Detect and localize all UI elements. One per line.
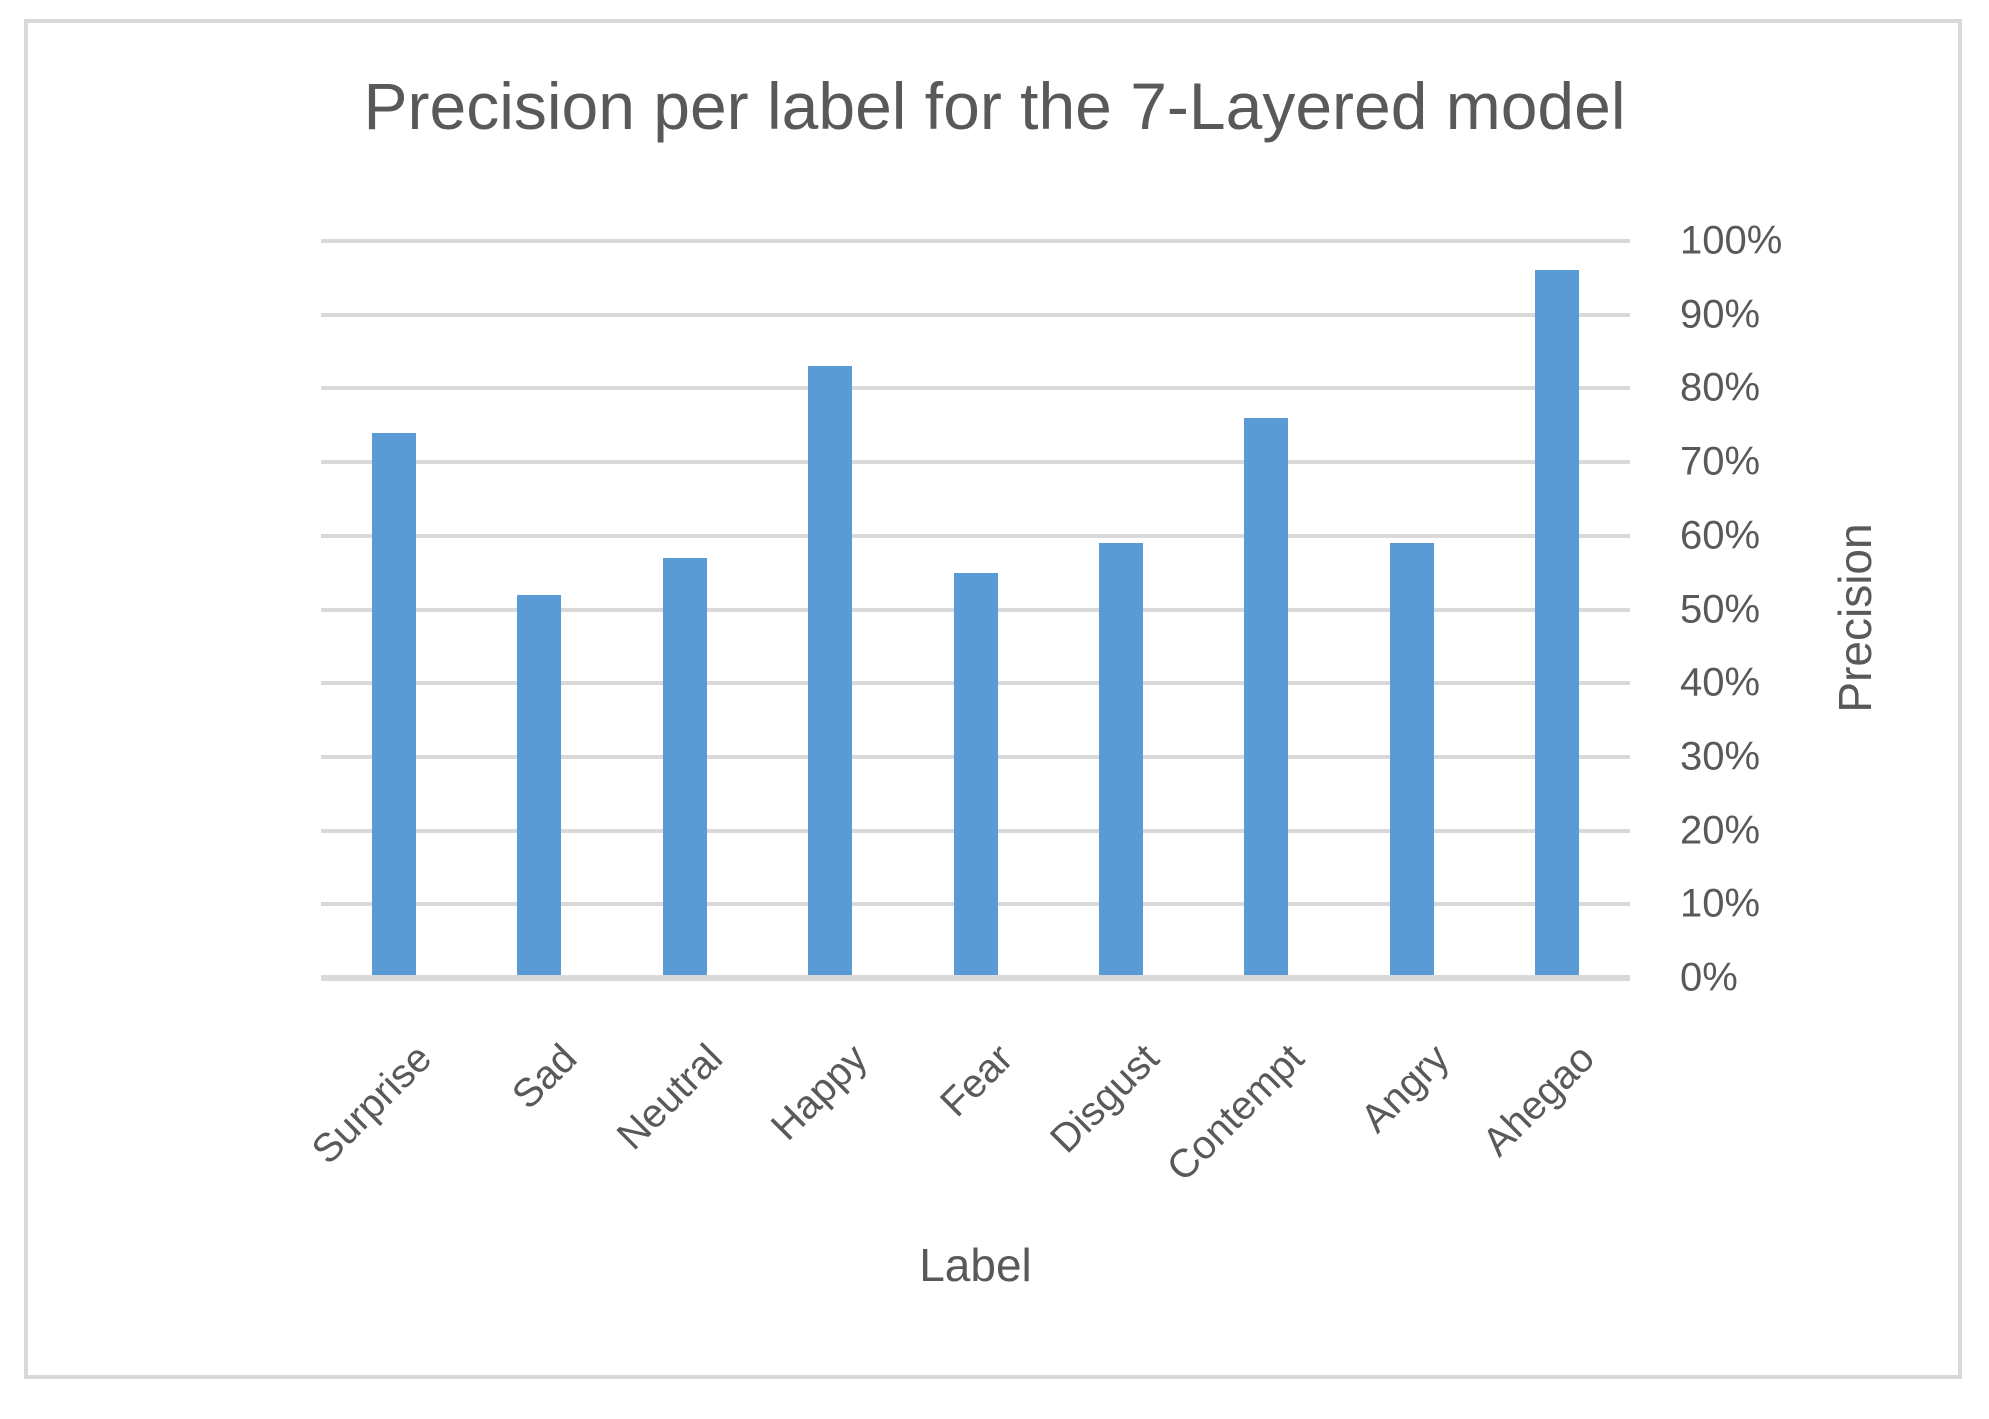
bar-contempt: [1244, 417, 1289, 978]
x-axis-title: Label: [919, 1239, 1032, 1291]
plot-area: [321, 239, 1630, 981]
gridline-100: [321, 239, 1630, 243]
bar-fear: [953, 572, 998, 978]
gridline-80: [321, 386, 1630, 391]
y-tick-label-0: 0%: [1680, 955, 1738, 1000]
y-tick-label-10: 10%: [1680, 881, 1761, 926]
y-tick-label-60: 60%: [1680, 513, 1761, 558]
gridline-60: [321, 533, 1630, 538]
y-tick-label-20: 20%: [1680, 808, 1761, 853]
y-tick-label-70: 70%: [1680, 439, 1761, 484]
bar-happy: [808, 366, 853, 978]
bar-neutral: [662, 557, 707, 978]
bar-disgust: [1098, 543, 1143, 978]
y-axis-title: Precision: [1829, 523, 1881, 713]
y-tick-label-100: 100%: [1680, 218, 1783, 263]
y-tick-label-30: 30%: [1680, 734, 1761, 779]
chart-title: Precision per label for the 7-Layered mo…: [363, 69, 1626, 143]
y-tick-label-90: 90%: [1680, 292, 1761, 337]
y-tick-label-80: 80%: [1680, 365, 1761, 410]
y-tick-label-50: 50%: [1680, 587, 1761, 631]
gridline-90: [321, 312, 1630, 317]
x-axis-line: [321, 975, 1630, 981]
bar-sad: [517, 594, 562, 978]
bar-surprise: [371, 432, 416, 978]
gridline-70: [321, 460, 1630, 465]
bar-angry: [1389, 543, 1434, 978]
y-tick-label-40: 40%: [1680, 660, 1761, 705]
bar-ahegao: [1535, 270, 1580, 978]
